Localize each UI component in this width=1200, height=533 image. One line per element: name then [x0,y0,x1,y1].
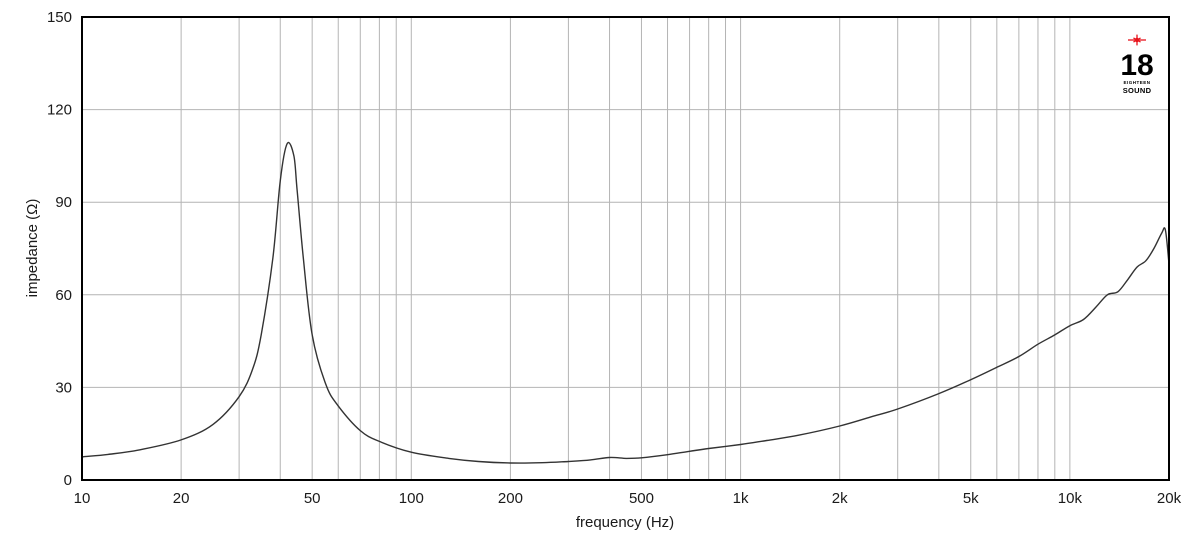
x-tick-label: 20k [1157,490,1182,507]
brand-logo: 18 EIGHTEEN SOUND [1120,34,1154,95]
x-tick-label: 500 [629,490,654,507]
y-tick-label: 120 [47,102,72,119]
y-tick-label: 90 [55,194,72,211]
plot-frame [81,16,1170,481]
x-tick-label: 20 [173,490,190,507]
x-tick-label: 10 [74,490,91,507]
x-tick-label: 50 [304,490,321,507]
x-tick-label: 2k [832,490,848,507]
x-tick-label: 1k [733,490,749,507]
x-axis-tick-labels: 10 20 50 100 200 500 1k 2k 5k 10k 20k [74,490,1182,507]
impedance-curve [81,141,1170,464]
x-tick-label: 100 [399,490,424,507]
y-tick-label: 30 [55,379,72,396]
x-axis-title: frequency (Hz) [576,514,674,531]
logo-line2: SOUND [1123,86,1152,95]
grid-lines [82,17,1169,480]
y-tick-label: 0 [64,472,72,489]
logo-number: 18 [1120,49,1153,82]
star-burst-icon [1128,34,1146,46]
x-tick-label: 10k [1058,490,1083,507]
y-axis-tick-labels: 0 30 60 90 120 150 [47,9,72,489]
x-tick-label: 5k [963,490,979,507]
x-tick-label: 200 [498,490,523,507]
y-axis-title: impedance (Ω) [24,199,41,298]
y-tick-label: 150 [47,9,72,26]
y-tick-label: 60 [55,287,72,304]
logo-line1: EIGHTEEN [1123,80,1150,85]
